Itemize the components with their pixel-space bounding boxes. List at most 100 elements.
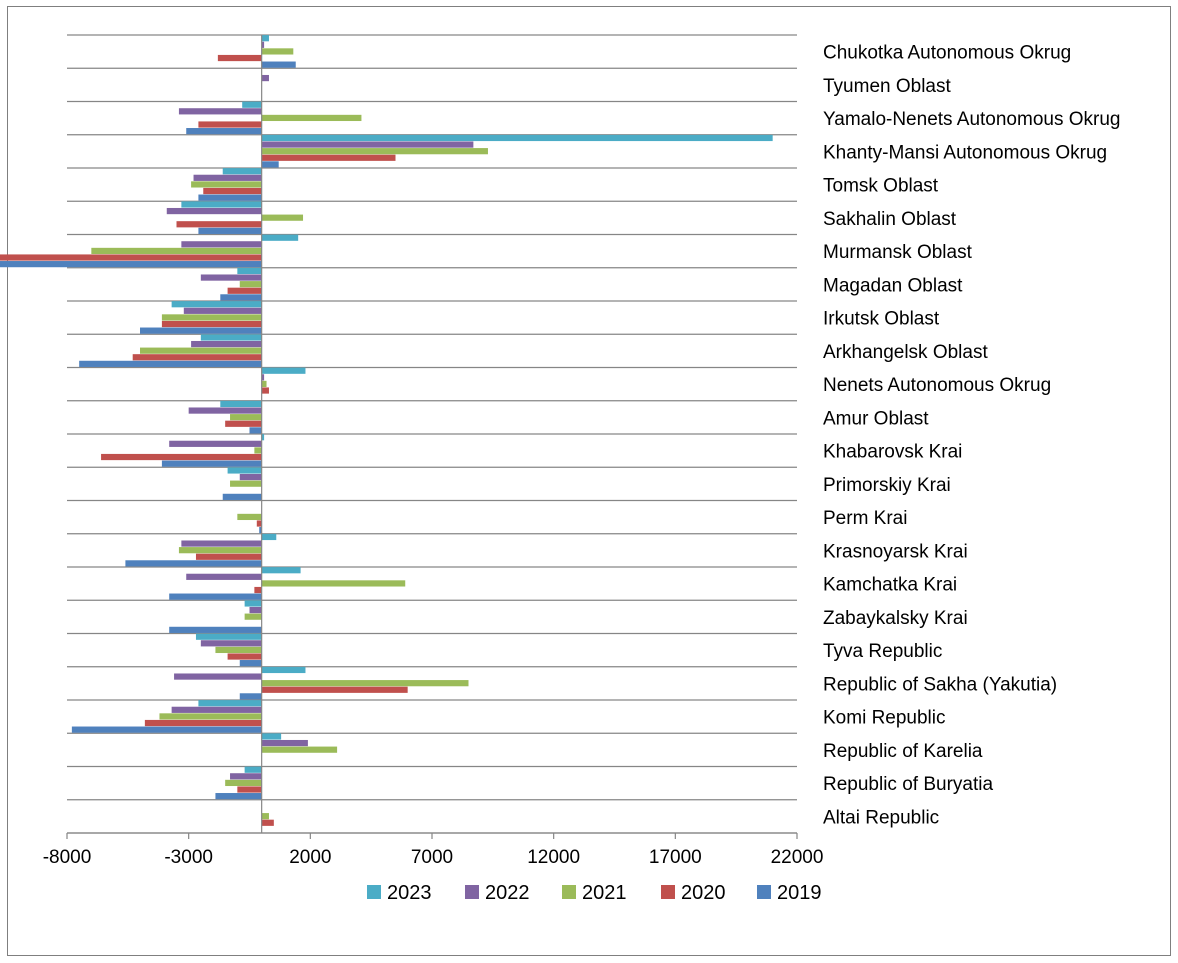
bar-2019-republic-of-buryatia (215, 793, 262, 800)
bar-2022-yamalo-nenets-autonomous-okrug (178, 108, 262, 115)
legend-label-2022: 2022 (485, 882, 530, 904)
legend-swatch-2023 (367, 885, 381, 899)
bar-2020-kamchatka-krai (254, 586, 262, 594)
bar-2020-perm-krai (256, 520, 262, 527)
x-tick-label: 2000 (289, 847, 331, 868)
bar-2021-krasnoyarsk-krai (178, 547, 262, 554)
bar-2023-republic-of-karelia (261, 733, 282, 740)
x-tick-label: 22000 (771, 847, 824, 868)
legend-label-2021: 2021 (582, 882, 627, 904)
bar-2020-republic-of-sakha-yakutia- (261, 686, 408, 693)
bar-2023-sakhalin-oblast (181, 201, 262, 208)
bar-2021-perm-krai (237, 513, 262, 521)
bar-2023-khabarovsk-krai (261, 434, 265, 441)
bar-2021-zabaykalsky-krai (244, 613, 262, 620)
bar-2019-arkhangelsk-oblast (79, 360, 262, 367)
bar-2019-magadan-oblast (220, 294, 262, 301)
bar-2022-arkhangelsk-oblast (191, 340, 262, 348)
bar-2021-khanty-mansi-autonomous-okrug (261, 148, 488, 155)
bar-2023-krasnoyarsk-krai (261, 533, 277, 541)
bar-2023-tomsk-oblast (222, 168, 262, 175)
bar-2020-irkutsk-oblast (161, 320, 262, 328)
category-label: Tyumen Oblast (823, 76, 951, 97)
bar-2022-amur-oblast (188, 407, 262, 414)
category-label: Amur Oblast (823, 408, 929, 429)
bar-2021-yamalo-nenets-autonomous-okrug (261, 114, 362, 122)
bar-2019-tyva-republic (239, 660, 262, 667)
bar-2019-zabaykalsky-krai (169, 626, 262, 633)
bar-2021-chukotka-autonomous-okrug (261, 48, 294, 55)
bar-2022-murmansk-oblast (181, 241, 262, 248)
category-label: Republic of Sakha (Yakutia) (823, 674, 1057, 695)
x-axis-ticks: -8000 -3000 2000 7000 12000 17000 22000 (43, 833, 824, 868)
category-label: Arkhangelsk Oblast (823, 342, 988, 363)
category-label: Republic of Buryatia (823, 774, 993, 795)
bar-2022-irkutsk-oblast (183, 307, 262, 314)
bar-2019-tomsk-oblast (198, 194, 262, 201)
bar-2019-khanty-mansi-autonomous-okrug (261, 161, 279, 168)
bar-2021-republic-of-karelia (261, 746, 338, 753)
bar-2021-magadan-oblast (239, 281, 262, 288)
legend-swatch-2022 (465, 885, 479, 899)
bar-2022-khanty-mansi-autonomous-okrug (261, 141, 474, 148)
category-label: Krasnoyarsk Krai (823, 541, 968, 562)
bar-2019-perm-krai (259, 527, 262, 534)
bar-2020-chukotka-autonomous-okrug (217, 54, 262, 62)
bar-2023-amur-oblast (220, 400, 262, 408)
category-label: Komi Republic (823, 708, 946, 729)
bar-2019-chukotka-autonomous-okrug (261, 61, 296, 68)
bar-2023-republic-of-buryatia (244, 766, 262, 773)
bar-2021-irkutsk-oblast (161, 314, 262, 321)
category-label: Kamchatka Krai (823, 575, 957, 596)
bar-2020-yamalo-nenets-autonomous-okrug (198, 121, 262, 128)
bar-2019-amur-oblast (249, 427, 262, 434)
bar-2023-republic-of-sakha-yakutia- (261, 666, 306, 674)
legend-label-2019: 2019 (777, 882, 822, 904)
bar-2020-republic-of-buryatia (237, 786, 262, 793)
bar-2022-republic-of-buryatia (230, 773, 262, 780)
legend-label-2023: 2023 (387, 882, 432, 904)
legend: 2023 2022 2021 2020 2019 (367, 882, 822, 904)
bar-2023-khanty-mansi-autonomous-okrug (261, 134, 773, 142)
bar-2021-nenets-autonomous-okrug (261, 380, 267, 388)
x-tick-label: 12000 (527, 847, 580, 868)
bar-2020-komi-republic (144, 719, 262, 727)
x-tick-label: 17000 (649, 847, 702, 868)
bar-2022-komi-republic (171, 706, 262, 713)
bar-2023-nenets-autonomous-okrug (261, 367, 306, 374)
x-tick-label: -3000 (164, 847, 213, 868)
bar-2022-kamchatka-krai (186, 573, 262, 580)
bar-2019-republic-of-sakha-yakutia- (239, 693, 262, 700)
bar-2019-khabarovsk-krai (161, 460, 262, 467)
bar-2020-magadan-oblast (227, 287, 262, 294)
bar-2020-sakhalin-oblast (176, 221, 262, 228)
category-label: Yamalo-Nenets Autonomous Okrug (823, 109, 1120, 130)
bar-2020-tomsk-oblast (203, 187, 262, 195)
legend-swatch-2019 (757, 885, 771, 899)
bar-2020-arkhangelsk-oblast (132, 354, 262, 361)
bar-2019-primorskiy-krai (222, 493, 262, 500)
bar-2022-republic-of-karelia (261, 739, 308, 747)
bar-2019-murmansk-oblast (0, 261, 262, 268)
bar-2023-arkhangelsk-oblast (200, 334, 262, 341)
bar-2021-kamchatka-krai (261, 580, 406, 587)
bar-2019-sakhalin-oblast (198, 227, 262, 234)
bar-2019-komi-republic (71, 726, 262, 733)
bar-2022-republic-of-sakha-yakutia- (174, 673, 262, 680)
bar-2023-tyva-republic (195, 633, 262, 640)
bar-2020-amur-oblast (225, 420, 262, 427)
category-label: Zabaykalsky Krai (823, 608, 968, 629)
category-label: Murmansk Oblast (823, 242, 973, 263)
bar-2020-khanty-mansi-autonomous-okrug (261, 154, 396, 161)
bar-2020-khabarovsk-krai (101, 453, 262, 461)
category-label: Primorskiy Krai (823, 475, 951, 496)
bar-2021-murmansk-oblast (91, 247, 262, 255)
bar-2021-komi-republic (159, 713, 262, 720)
bar-2020-nenets-autonomous-okrug (261, 387, 269, 394)
bars (0, 35, 773, 826)
legend-label-2020: 2020 (681, 882, 726, 904)
bar-2022-khabarovsk-krai (169, 440, 262, 447)
category-label: Nenets Autonomous Okrug (823, 375, 1051, 396)
bar-2022-tyva-republic (200, 640, 262, 647)
